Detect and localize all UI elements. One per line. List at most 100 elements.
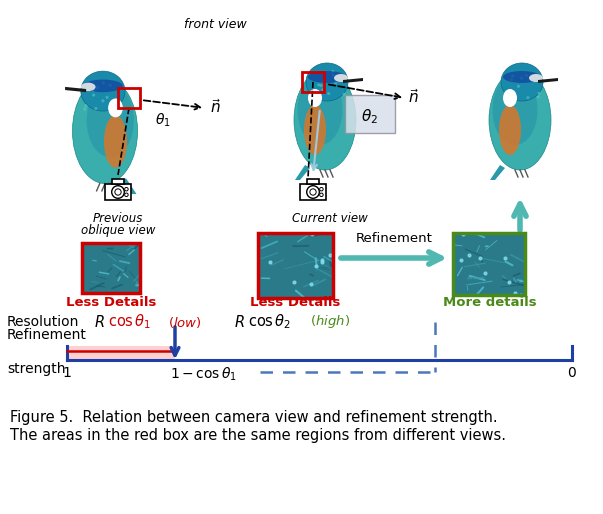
Ellipse shape [532,75,535,78]
Ellipse shape [112,186,124,198]
Text: 1: 1 [63,366,71,380]
Ellipse shape [308,89,322,107]
Ellipse shape [108,99,123,117]
Ellipse shape [72,79,137,183]
Polygon shape [65,87,86,92]
Ellipse shape [87,84,134,157]
Ellipse shape [510,78,513,81]
Text: Refinement: Refinement [7,328,87,342]
Text: $\theta_1$: $\theta_1$ [155,112,171,128]
Ellipse shape [323,71,326,75]
Ellipse shape [315,97,318,100]
Polygon shape [121,178,136,194]
Bar [112,179,124,183]
Ellipse shape [94,107,97,110]
Ellipse shape [96,86,99,89]
Ellipse shape [308,71,346,83]
Ellipse shape [104,115,127,168]
Ellipse shape [317,83,320,86]
Ellipse shape [297,75,343,145]
Text: $\cos\theta_2$: $\cos\theta_2$ [248,313,291,332]
Ellipse shape [102,81,105,84]
Ellipse shape [307,186,320,198]
Ellipse shape [321,88,324,91]
Ellipse shape [323,84,326,87]
Ellipse shape [87,82,90,85]
Ellipse shape [315,96,318,99]
Ellipse shape [320,193,323,196]
Ellipse shape [125,188,128,191]
Text: $R$: $R$ [234,314,245,330]
Text: Less Details: Less Details [66,296,156,309]
Bar [453,233,525,295]
Ellipse shape [92,94,95,97]
Ellipse shape [525,74,528,77]
Text: oblique view: oblique view [81,224,155,237]
Bar [453,233,525,295]
Bar [118,88,140,108]
Text: Refinement: Refinement [356,232,432,245]
Ellipse shape [537,95,540,98]
Ellipse shape [115,189,121,195]
Ellipse shape [538,92,540,95]
Ellipse shape [493,75,537,145]
Ellipse shape [529,74,543,82]
Ellipse shape [513,93,516,96]
Text: front view: front view [184,18,247,31]
Ellipse shape [334,82,337,85]
Text: $(low)$: $(low)$ [168,315,202,329]
Ellipse shape [517,85,520,88]
Ellipse shape [503,71,541,83]
Ellipse shape [526,96,529,99]
Bar [307,179,320,183]
Ellipse shape [320,188,323,191]
Text: Figure 5.  Relation between camera view and refinement strength.: Figure 5. Relation between camera view a… [10,410,497,425]
Ellipse shape [499,105,521,155]
Ellipse shape [310,189,316,195]
Polygon shape [538,78,558,83]
Text: More details: More details [443,296,537,309]
Text: $\theta_2$: $\theta_2$ [362,107,379,126]
Text: $1-\cos\theta_1$: $1-\cos\theta_1$ [170,366,237,383]
Ellipse shape [511,98,514,101]
Ellipse shape [343,93,346,96]
Bar [67,346,175,360]
Ellipse shape [81,83,95,91]
Bar [258,233,333,298]
Ellipse shape [83,107,86,111]
Text: The areas in the red box are the same regions from different views.: The areas in the red box are the same re… [10,428,506,443]
Ellipse shape [511,75,514,78]
Text: Less Details: Less Details [250,296,340,309]
Ellipse shape [306,63,348,101]
Ellipse shape [125,193,128,196]
Text: Current view: Current view [292,212,368,225]
Ellipse shape [106,96,109,99]
Bar [82,243,140,293]
Ellipse shape [84,104,87,107]
Text: $\vec{n}$: $\vec{n}$ [210,98,221,116]
Ellipse shape [489,70,551,170]
Polygon shape [343,78,363,83]
Ellipse shape [534,79,536,82]
Polygon shape [295,165,310,180]
Ellipse shape [503,89,517,107]
Ellipse shape [332,74,335,77]
Text: Previous: Previous [93,212,143,225]
Ellipse shape [92,88,95,91]
Ellipse shape [88,83,91,86]
Ellipse shape [327,92,330,95]
Ellipse shape [334,74,348,82]
Bar [345,95,395,133]
Polygon shape [490,165,505,180]
Ellipse shape [81,71,125,111]
Bar [302,72,324,92]
Ellipse shape [331,70,334,73]
Text: $R$: $R$ [94,314,105,330]
Text: 0: 0 [567,366,576,380]
Bar [106,183,131,200]
Ellipse shape [109,84,112,87]
Text: $\vec{n}$: $\vec{n}$ [408,88,419,106]
Bar [82,243,140,293]
Text: $\cos\theta_1$: $\cos\theta_1$ [108,313,151,332]
Bar [258,233,333,298]
